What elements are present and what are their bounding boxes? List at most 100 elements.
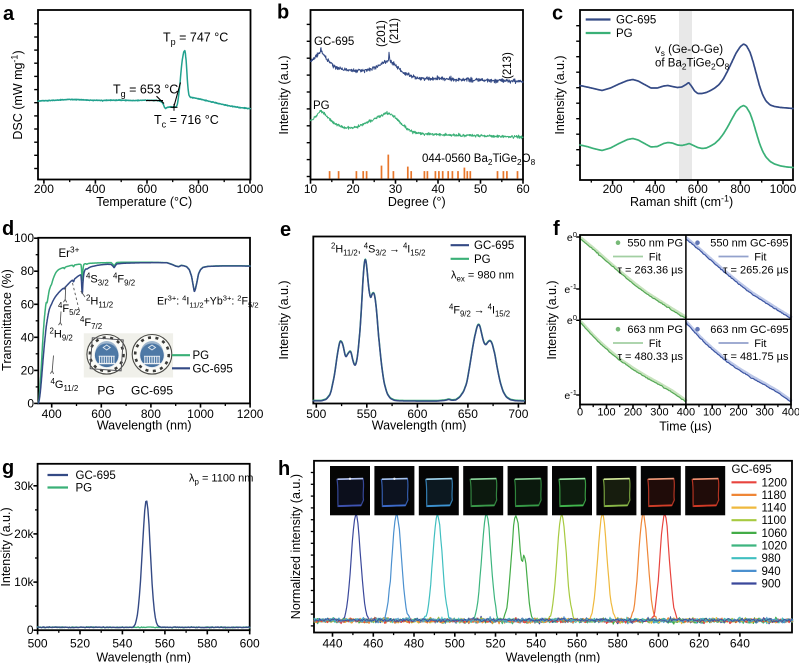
svg-text:520: 520 (485, 637, 505, 651)
svg-text:600: 600 (240, 637, 260, 651)
svg-text:900: 900 (762, 579, 781, 591)
svg-text:GC-695: GC-695 (131, 384, 173, 398)
svg-text:100: 100 (597, 407, 615, 419)
svg-text:4G11/2: 4G11/2 (51, 377, 79, 393)
svg-text:600: 600 (407, 407, 427, 421)
svg-text:τ = 263.36 µs: τ = 263.36 µs (618, 265, 684, 277)
svg-text:4F5/2: 4F5/2 (58, 301, 80, 317)
svg-text:800: 800 (730, 182, 750, 196)
svg-text:560: 560 (155, 637, 175, 651)
svg-text:Wavelength (nm): Wavelength (nm) (506, 651, 601, 664)
svg-text:200: 200 (603, 182, 623, 196)
svg-text:550 nm GC-695: 550 nm GC-695 (710, 238, 788, 250)
svg-text:4S3/2: 4S3/2 (86, 271, 109, 287)
svg-text:1020: 1020 (762, 541, 788, 553)
svg-text:400: 400 (85, 182, 105, 196)
svg-text:(201): (201) (376, 20, 388, 47)
svg-text:640: 640 (730, 637, 750, 651)
svg-text:Wavelength (nm): Wavelength (nm) (372, 419, 467, 433)
svg-text:580: 580 (608, 637, 628, 651)
svg-text:940: 940 (762, 566, 781, 578)
svg-text:700: 700 (508, 407, 528, 421)
svg-text:460: 460 (363, 637, 383, 651)
svg-text:1180: 1180 (762, 490, 787, 502)
svg-text:Time (µs): Time (µs) (659, 420, 712, 434)
svg-text:200: 200 (624, 407, 642, 419)
svg-text:400: 400 (645, 182, 665, 196)
svg-text:GC-695: GC-695 (193, 363, 233, 375)
svg-text:λex = 980 nm: λex = 980 nm (451, 270, 514, 284)
svg-text:20: 20 (21, 363, 35, 377)
svg-text:DSC (mW mg-1): DSC (mW mg-1) (9, 50, 25, 139)
svg-text:600: 600 (648, 637, 668, 651)
svg-text:440: 440 (322, 637, 342, 651)
svg-text:GC-695: GC-695 (732, 464, 772, 476)
svg-text:λp = 1100 nm: λp = 1100 nm (189, 473, 253, 487)
svg-text:4F9/2: 4F9/2 (113, 271, 135, 287)
svg-text:Tp = 747 °C: Tp = 747 °C (163, 31, 228, 47)
svg-text:PG: PG (193, 350, 210, 362)
svg-text:PG: PG (76, 483, 93, 495)
svg-text:400: 400 (42, 407, 62, 421)
svg-text:540: 540 (526, 637, 546, 651)
svg-text:1140: 1140 (762, 503, 787, 515)
svg-text:Tg = 653 °C: Tg = 653 °C (113, 83, 178, 99)
svg-text:50: 50 (474, 182, 488, 196)
svg-text:Fit: Fit (754, 338, 766, 350)
svg-text:1200: 1200 (237, 407, 264, 421)
svg-text:40: 40 (431, 182, 445, 196)
svg-text:500: 500 (306, 407, 326, 421)
svg-text:Temperature (°C): Temperature (°C) (96, 195, 192, 209)
svg-text:e-1: e-1 (564, 388, 577, 402)
svg-text:h: h (278, 458, 290, 480)
svg-text:663 nm PG: 663 nm PG (627, 324, 683, 336)
svg-text:200: 200 (34, 182, 54, 196)
svg-text:60: 60 (21, 297, 35, 311)
svg-text:τ = 480.33 µs: τ = 480.33 µs (618, 351, 684, 363)
svg-text:10: 10 (304, 182, 318, 196)
svg-text:Wavelength (nm): Wavelength (nm) (96, 651, 191, 664)
svg-text:Fit: Fit (754, 251, 766, 263)
svg-text:1200: 1200 (762, 477, 788, 489)
svg-text:30: 30 (389, 182, 403, 196)
svg-text:τ = 265.26 µs: τ = 265.26 µs (723, 265, 789, 277)
svg-text:1000: 1000 (770, 182, 797, 196)
svg-text:g: g (2, 457, 14, 479)
svg-text:40: 40 (21, 330, 35, 344)
svg-text:60: 60 (516, 182, 530, 196)
svg-text:200: 200 (729, 407, 747, 419)
svg-text:c: c (552, 3, 563, 25)
svg-text:PG: PG (616, 28, 633, 40)
svg-text:560: 560 (567, 637, 587, 651)
svg-text:e0: e0 (567, 230, 577, 244)
svg-text:Degree (°): Degree (°) (388, 195, 446, 209)
svg-text:1000: 1000 (187, 407, 214, 421)
svg-text:PG: PG (313, 100, 330, 112)
svg-text:480: 480 (404, 637, 424, 651)
svg-text:(213): (213) (502, 52, 514, 79)
svg-text:80: 80 (21, 264, 35, 278)
svg-text:vs (Ge-O-Ge): vs (Ge-O-Ge) (655, 44, 723, 58)
svg-text:4F7/2: 4F7/2 (80, 315, 102, 331)
svg-text:20: 20 (346, 182, 360, 196)
svg-text:Normalized intensity (a.u.): Normalized intensity (a.u.) (289, 474, 303, 619)
svg-text:100: 100 (14, 231, 34, 245)
svg-text:Wavelength (nm): Wavelength (nm) (97, 419, 192, 433)
svg-text:300: 300 (756, 407, 774, 419)
svg-text:600: 600 (688, 182, 708, 196)
svg-text:of Ba2TiGe2O8: of Ba2TiGe2O8 (655, 58, 730, 72)
svg-text:550 nm PG: 550 nm PG (627, 238, 683, 250)
svg-text:520: 520 (70, 637, 90, 651)
svg-text:650: 650 (458, 407, 478, 421)
svg-text:1060: 1060 (762, 528, 788, 540)
svg-text:Intensity (a.u.): Intensity (a.u.) (553, 55, 567, 134)
svg-text:2H11/2, 4S3/2 → 4I15/2: 2H11/2, 4S3/2 → 4I15/2 (331, 241, 425, 257)
svg-text:0: 0 (577, 407, 583, 419)
svg-text:800: 800 (188, 182, 208, 196)
svg-text:e-1: e-1 (564, 282, 577, 296)
svg-text:400: 400 (677, 407, 695, 419)
svg-text:Intensity (a.u.): Intensity (a.u.) (0, 507, 13, 586)
svg-text:500: 500 (28, 637, 48, 651)
svg-text:e: e (280, 219, 291, 241)
svg-text:Er3+: 4I11/2+Yb3+: 2F5/2: Er3+: 4I11/2+Yb3+: 2F5/2 (157, 293, 259, 309)
